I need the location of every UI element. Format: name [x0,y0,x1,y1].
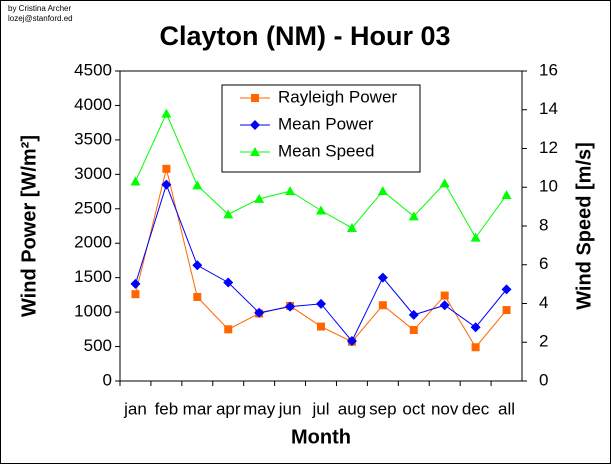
marker [130,176,141,186]
x-tick-label: mar [183,399,213,418]
marker [285,186,296,196]
y-tick-label: 500 [84,336,112,355]
marker [470,232,481,242]
x-axis-label: Month [291,426,351,448]
y-tick-label: 0 [103,370,112,389]
legend-label: Mean Speed [278,141,374,160]
x-tick-label: may [243,399,276,418]
x-tick-label: aug [338,399,366,418]
marker [254,193,265,203]
marker [377,186,388,196]
y-tick-label: 2000 [74,233,112,252]
marker [254,307,265,318]
y2-tick-label: 16 [539,60,558,79]
marker [440,291,449,300]
y-tick-label: 2500 [74,198,112,217]
marker [161,179,172,190]
x-tick-label: all [498,399,515,418]
x-tick-label: jun [278,399,302,418]
y-tick-label: 1500 [74,267,112,286]
marker [193,292,202,301]
x-tick-label: jul [311,399,329,418]
marker [502,306,511,315]
y2-tick-label: 10 [539,177,558,196]
marker [377,272,388,283]
marker [346,222,357,232]
marker [250,147,260,156]
marker [162,164,171,173]
x-tick-label: apr [216,399,241,418]
legend-label: Rayleigh Power [278,87,397,106]
y-tick-label: 4000 [74,95,112,114]
y2-tick-label: 8 [539,215,548,234]
marker [470,322,481,333]
marker [285,301,296,312]
marker [439,300,450,311]
y2-tick-label: 12 [539,138,558,157]
marker [409,326,418,335]
x-tick-label: nov [431,399,459,418]
marker [192,260,203,271]
credit: lozej@stanford.ed [8,14,73,23]
marker [378,301,387,310]
marker [408,211,419,221]
marker [223,277,234,288]
y2-tick-label: 14 [539,99,558,118]
y2-tick-label: 6 [539,254,548,273]
x-tick-label: feb [155,399,179,418]
marker [131,290,140,299]
marker [316,298,326,309]
y2-tick-label: 4 [539,293,548,312]
y-axis-label: Wind Power [W/m²] [18,135,40,317]
marker [408,309,419,320]
credit: by Cristina Archer [8,4,71,13]
x-tick-label: dec [462,399,490,418]
y2-tick-label: 0 [539,370,548,389]
marker [346,336,357,347]
marker [223,209,234,219]
x-tick-label: oct [402,399,425,418]
marker [439,178,450,188]
marker [316,205,326,215]
marker [224,325,233,334]
marker [251,94,259,102]
marker [130,278,141,289]
y-tick-label: 3500 [74,129,112,148]
marker [161,108,172,118]
marker [250,120,260,130]
marker [317,322,325,331]
y2-axis-label: Wind Speed [m/s] [573,142,595,310]
legend-label: Mean Power [278,114,374,133]
y-tick-label: 3000 [74,164,112,183]
y2-tick-label: 2 [539,332,548,351]
y-tick-label: 1000 [74,302,112,321]
chart-title: Clayton (NM) - Hour 03 [159,21,450,51]
marker [501,284,512,295]
y-tick-label: 4500 [74,60,112,79]
marker [192,180,203,190]
x-tick-label: jan [123,399,147,418]
x-tick-label: sep [369,399,396,418]
marker [501,190,512,199]
marker [471,343,480,352]
